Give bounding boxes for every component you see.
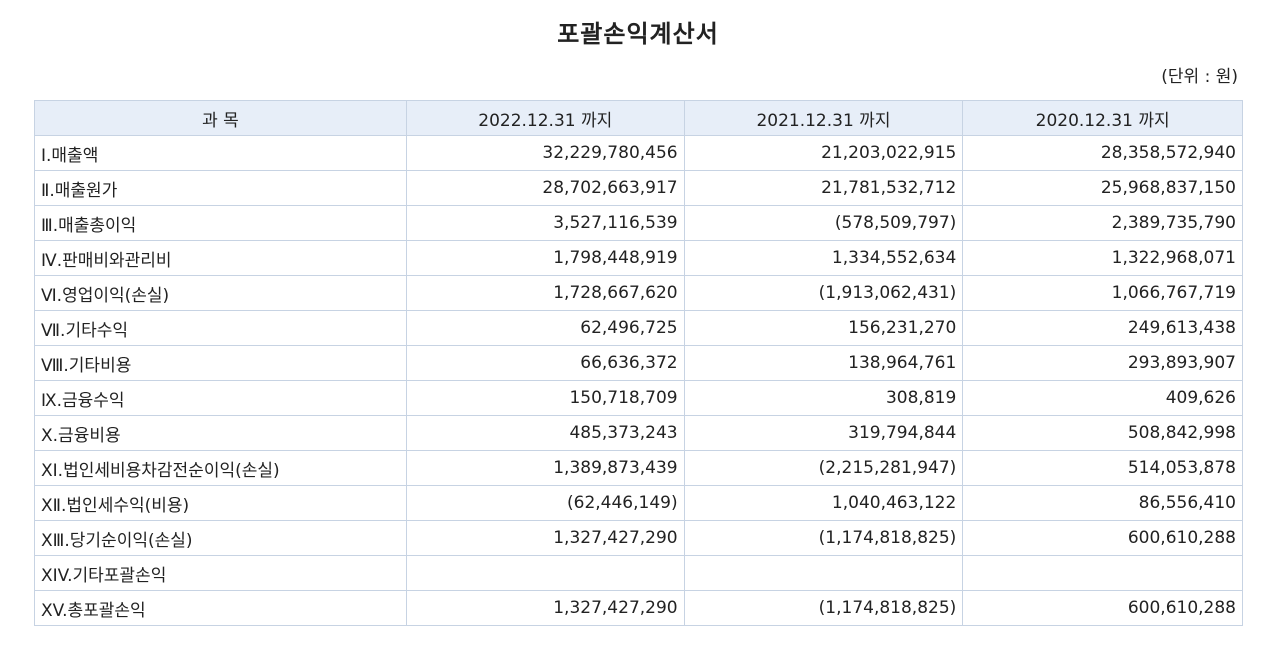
- row-value-2022: 150,718,709: [405, 380, 685, 416]
- header-account: 과 목: [34, 100, 407, 136]
- row-value-2021: 21,203,022,915: [683, 135, 964, 171]
- row-value-2022: 1,798,448,919: [405, 240, 685, 276]
- table-row: Ⅹ.금융비용 485,373,243 319,794,844 508,842,9…: [34, 415, 1243, 451]
- row-account-name: Ⅸ.금융수익: [34, 380, 407, 416]
- table-row: XIV.기타포괄손익: [34, 555, 1243, 591]
- row-value-2022: 28,702,663,917: [405, 170, 685, 206]
- row-value-2020: 514,053,878: [962, 450, 1243, 486]
- table-row: Ⅰ.매출액 32,229,780,456 21,203,022,915 28,3…: [34, 135, 1243, 171]
- row-value-2022: [405, 555, 685, 591]
- row-value-2020: 249,613,438: [962, 310, 1243, 346]
- row-value-2022: 62,496,725: [405, 310, 685, 346]
- row-value-2020: 1,322,968,071: [962, 240, 1243, 276]
- table-row: Ⅶ.기타수익 62,496,725 156,231,270 249,613,43…: [34, 310, 1243, 346]
- row-value-2021: 1,334,552,634: [683, 240, 964, 276]
- row-value-2022: 485,373,243: [405, 415, 685, 451]
- row-value-2022: 1,389,873,439: [405, 450, 685, 486]
- row-value-2022: 1,327,427,290: [405, 590, 685, 626]
- table-row: XI.법인세비용차감전순이익(손실) 1,389,873,439 (2,215,…: [34, 450, 1243, 486]
- row-value-2022: 3,527,116,539: [405, 205, 685, 241]
- header-2021: 2021.12.31 까지: [683, 100, 964, 136]
- table-row: Ⅸ.금융수익 150,718,709 308,819 409,626: [34, 380, 1243, 416]
- header-2020: 2020.12.31 까지: [962, 100, 1243, 136]
- row-account-name: XIV.기타포괄손익: [34, 555, 407, 591]
- row-account-name: Ⅱ.매출원가: [34, 170, 407, 206]
- row-account-name: Ⅷ.기타비용: [34, 345, 407, 381]
- table-row: Ⅷ.기타비용 66,636,372 138,964,761 293,893,90…: [34, 345, 1243, 381]
- row-account-name: Ⅶ.기타수익: [34, 310, 407, 346]
- income-statement-table: 과 목 2022.12.31 까지 2021.12.31 까지 2020.12.…: [34, 100, 1243, 626]
- row-value-2020: 2,389,735,790: [962, 205, 1243, 241]
- row-value-2020: 600,610,288: [962, 590, 1243, 626]
- row-value-2020: [962, 555, 1243, 591]
- row-account-name: Ⅵ.영업이익(손실): [34, 275, 407, 311]
- row-value-2021: (2,215,281,947): [683, 450, 964, 486]
- table-row: XV.총포괄손익 1,327,427,290 (1,174,818,825) 6…: [34, 590, 1243, 626]
- row-value-2022: (62,446,149): [405, 485, 685, 521]
- row-value-2020: 600,610,288: [962, 520, 1243, 556]
- table-row: ⅩⅡ.법인세수익(비용) (62,446,149) 1,040,463,122 …: [34, 485, 1243, 521]
- table-row: Ⅲ.매출총이익 3,527,116,539 (578,509,797) 2,38…: [34, 205, 1243, 241]
- table-row: Ⅳ.판매비와관리비 1,798,448,919 1,334,552,634 1,…: [34, 240, 1243, 276]
- row-value-2021: (1,174,818,825): [683, 590, 964, 626]
- row-account-name: XI.법인세비용차감전순이익(손실): [34, 450, 407, 486]
- row-value-2021: 21,781,532,712: [683, 170, 964, 206]
- row-value-2021: (1,174,818,825): [683, 520, 964, 556]
- table-header-row: 과 목 2022.12.31 까지 2021.12.31 까지 2020.12.…: [34, 100, 1243, 136]
- row-value-2020: 28,358,572,940: [962, 135, 1243, 171]
- row-value-2021: 156,231,270: [683, 310, 964, 346]
- row-value-2022: 66,636,372: [405, 345, 685, 381]
- row-account-name: Ⅰ.매출액: [34, 135, 407, 171]
- row-account-name: ⅩⅡ.법인세수익(비용): [34, 485, 407, 521]
- row-value-2020: 508,842,998: [962, 415, 1243, 451]
- page-title: 포괄손익계산서: [557, 20, 719, 48]
- row-value-2020: 293,893,907: [962, 345, 1243, 381]
- row-value-2021: 1,040,463,122: [683, 485, 964, 521]
- row-value-2022: 32,229,780,456: [405, 135, 685, 171]
- row-value-2020: 25,968,837,150: [962, 170, 1243, 206]
- row-account-name: Ⅳ.판매비와관리비: [34, 240, 407, 276]
- table-row: Ⅱ.매출원가 28,702,663,917 21,781,532,712 25,…: [34, 170, 1243, 206]
- row-value-2022: 1,728,667,620: [405, 275, 685, 311]
- unit-label: (단위 : 원): [1161, 67, 1238, 87]
- row-value-2022: 1,327,427,290: [405, 520, 685, 556]
- row-value-2021: (578,509,797): [683, 205, 964, 241]
- row-account-name: XV.총포괄손익: [34, 590, 407, 626]
- row-value-2020: 86,556,410: [962, 485, 1243, 521]
- row-value-2021: 308,819: [683, 380, 964, 416]
- row-account-name: Ⅲ.매출총이익: [34, 205, 407, 241]
- row-value-2021: [683, 555, 964, 591]
- row-account-name: ⅩⅢ.당기순이익(손실): [34, 520, 407, 556]
- table-row: ⅩⅢ.당기순이익(손실) 1,327,427,290 (1,174,818,82…: [34, 520, 1243, 556]
- table-row: Ⅵ.영업이익(손실) 1,728,667,620 (1,913,062,431)…: [34, 275, 1243, 311]
- row-value-2020: 1,066,767,719: [962, 275, 1243, 311]
- row-value-2020: 409,626: [962, 380, 1243, 416]
- row-value-2021: 319,794,844: [683, 415, 964, 451]
- row-value-2021: 138,964,761: [683, 345, 964, 381]
- header-2022: 2022.12.31 까지: [405, 100, 685, 136]
- row-account-name: Ⅹ.금융비용: [34, 415, 407, 451]
- row-value-2021: (1,913,062,431): [683, 275, 964, 311]
